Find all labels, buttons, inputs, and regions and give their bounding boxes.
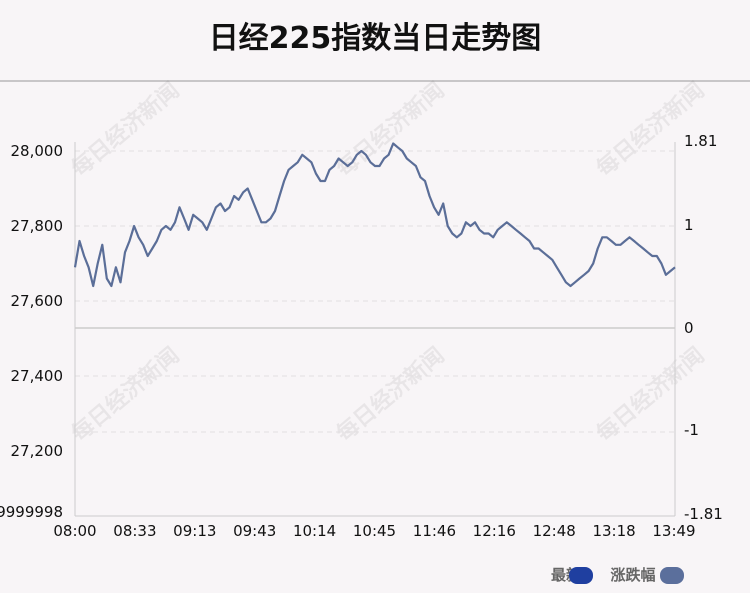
x-tick-label: 08:33: [113, 522, 156, 540]
y-left-tick-label: 28,000: [11, 142, 64, 160]
legend[interactable]: 最新 涨跌幅: [551, 566, 684, 584]
watermark-text: 每日经济新闻: [332, 77, 450, 182]
chart-title: 日经225指数当日走势图: [208, 21, 542, 56]
x-tick-label: 09:43: [233, 522, 276, 540]
title-divider: [0, 80, 750, 82]
y-left-tick-label: 27,400: [11, 367, 64, 385]
x-tick-label: 08:00: [53, 522, 96, 540]
legend-label: 涨跌幅: [610, 566, 655, 584]
y-right-tick-label: -1: [684, 421, 699, 439]
y-right-tick-label: 1: [684, 216, 694, 234]
y-right-tick-label: 0: [684, 319, 694, 337]
x-tick-label: 09:13: [173, 522, 216, 540]
y-left-tick-label: 27,200: [11, 442, 64, 460]
y-right-tick-label: -1.81: [684, 505, 723, 523]
watermark-text: 每日经济新闻: [592, 77, 710, 182]
legend-swatch: [660, 567, 684, 584]
watermark-text: 每日经济新闻: [67, 77, 185, 182]
y-left-tick-label: 9999998: [0, 503, 63, 521]
series-layer: [73, 142, 676, 288]
x-tick-label: 12:48: [533, 522, 576, 540]
y-left-tick-label: 27,800: [11, 217, 64, 235]
watermark-text: 每日经济新闻: [67, 342, 185, 447]
x-tick-label: 10:14: [293, 522, 336, 540]
x-tick-label: 13:18: [592, 522, 635, 540]
x-tick-label: 11:46: [413, 522, 456, 540]
y-right-tick-label: 1.81: [684, 132, 717, 150]
legend-swatch: [569, 567, 593, 584]
x-tick-label: 10:45: [353, 522, 396, 540]
series-line-latest: [73, 142, 676, 288]
watermark-text: 每日经济新闻: [332, 342, 450, 447]
x-tick-label: 12:16: [473, 522, 516, 540]
x-tick-label: 13:49: [652, 522, 695, 540]
grid-layer: [75, 150, 675, 433]
y-left-tick-label: 27,600: [11, 292, 64, 310]
axes-layer: 28,000 27,800 27,600 27,400 27,200 9999998 1.8…: [0, 132, 723, 540]
